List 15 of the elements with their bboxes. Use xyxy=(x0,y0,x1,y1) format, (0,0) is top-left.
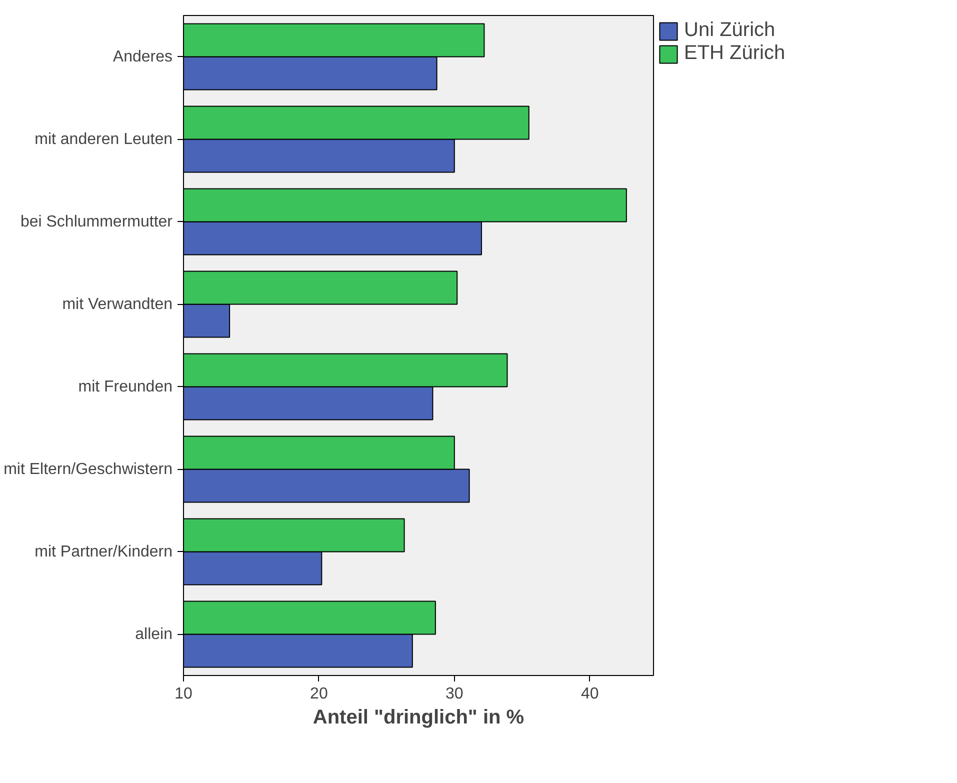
y-tick-label: mit Verwandten xyxy=(62,296,172,313)
y-tick-label: allein xyxy=(135,626,172,643)
x-tick-label: 10 xyxy=(174,686,192,702)
x-tick-label: 40 xyxy=(580,686,599,702)
y-tick-label: mit anderen Leuten xyxy=(34,130,172,148)
y-tick-label: mit Freunden xyxy=(78,378,172,396)
y-tick-label: mit Partner/Kindern xyxy=(34,543,173,560)
x-axis-title: Anteil "dringlich" in % xyxy=(312,706,524,728)
y-tick-label: mit Eltern/Geschwistern xyxy=(4,460,172,478)
y-tick-label: Anderes xyxy=(112,48,172,66)
x-tick-label: 30 xyxy=(445,686,464,702)
legend-label: Uni Zürich xyxy=(684,19,776,42)
y-tick-label: bei Schlummermutter xyxy=(20,213,174,230)
x-tick-label: 20 xyxy=(310,686,328,702)
legend-label: ETH Zürich xyxy=(684,42,786,65)
